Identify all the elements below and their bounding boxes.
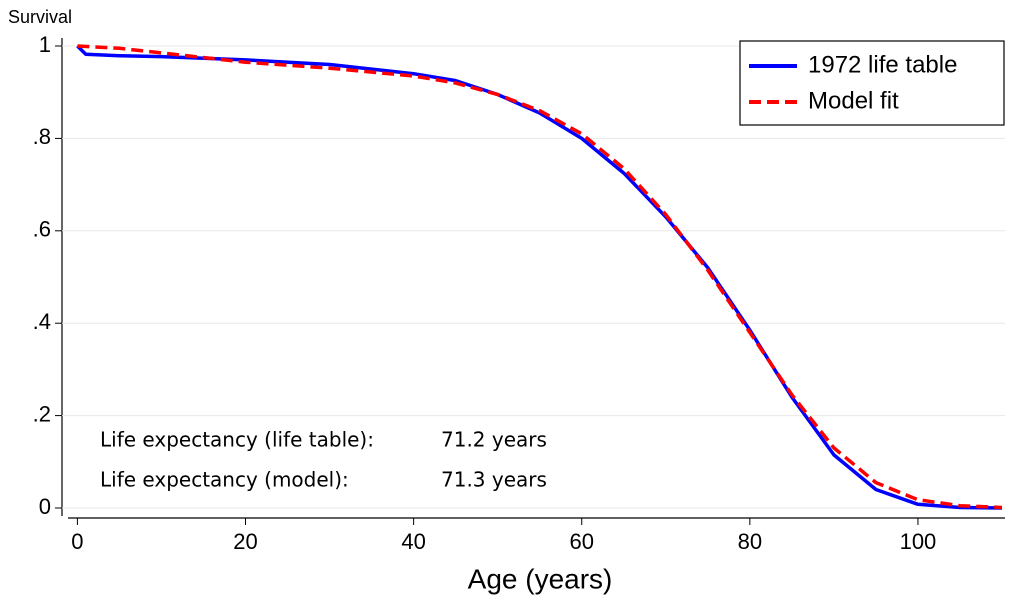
- x-tick-label: 60: [569, 529, 593, 554]
- x-tick-label: 80: [738, 529, 762, 554]
- y-tick-label: .6: [33, 217, 51, 242]
- x-tick-label: 20: [233, 529, 257, 554]
- y-tick-label: .4: [33, 309, 51, 334]
- x-axis-label: Age (years): [468, 563, 613, 594]
- x-tick-label: 40: [401, 529, 425, 554]
- y-tick-label: .8: [33, 124, 51, 149]
- x-tick-label: 0: [71, 529, 83, 554]
- annotation-label: Life expectancy (life table):: [100, 428, 374, 452]
- annotation-value: 71.2 years: [441, 428, 547, 452]
- y-tick-label: 0: [39, 494, 51, 519]
- annotation-label: Life expectancy (model):: [100, 468, 349, 492]
- legend-label: 1972 life table: [808, 51, 957, 78]
- series-line: [77, 44, 1003, 510]
- y-tick-label: .2: [33, 401, 51, 426]
- y-axis-label: Survival: [8, 7, 72, 27]
- legend-box: [739, 40, 1005, 126]
- y-tick-label: 1: [39, 32, 51, 57]
- annotation-value: 71.3 years: [441, 468, 547, 492]
- legend-label: Model fit: [808, 87, 899, 114]
- x-tick-label: 100: [900, 529, 937, 554]
